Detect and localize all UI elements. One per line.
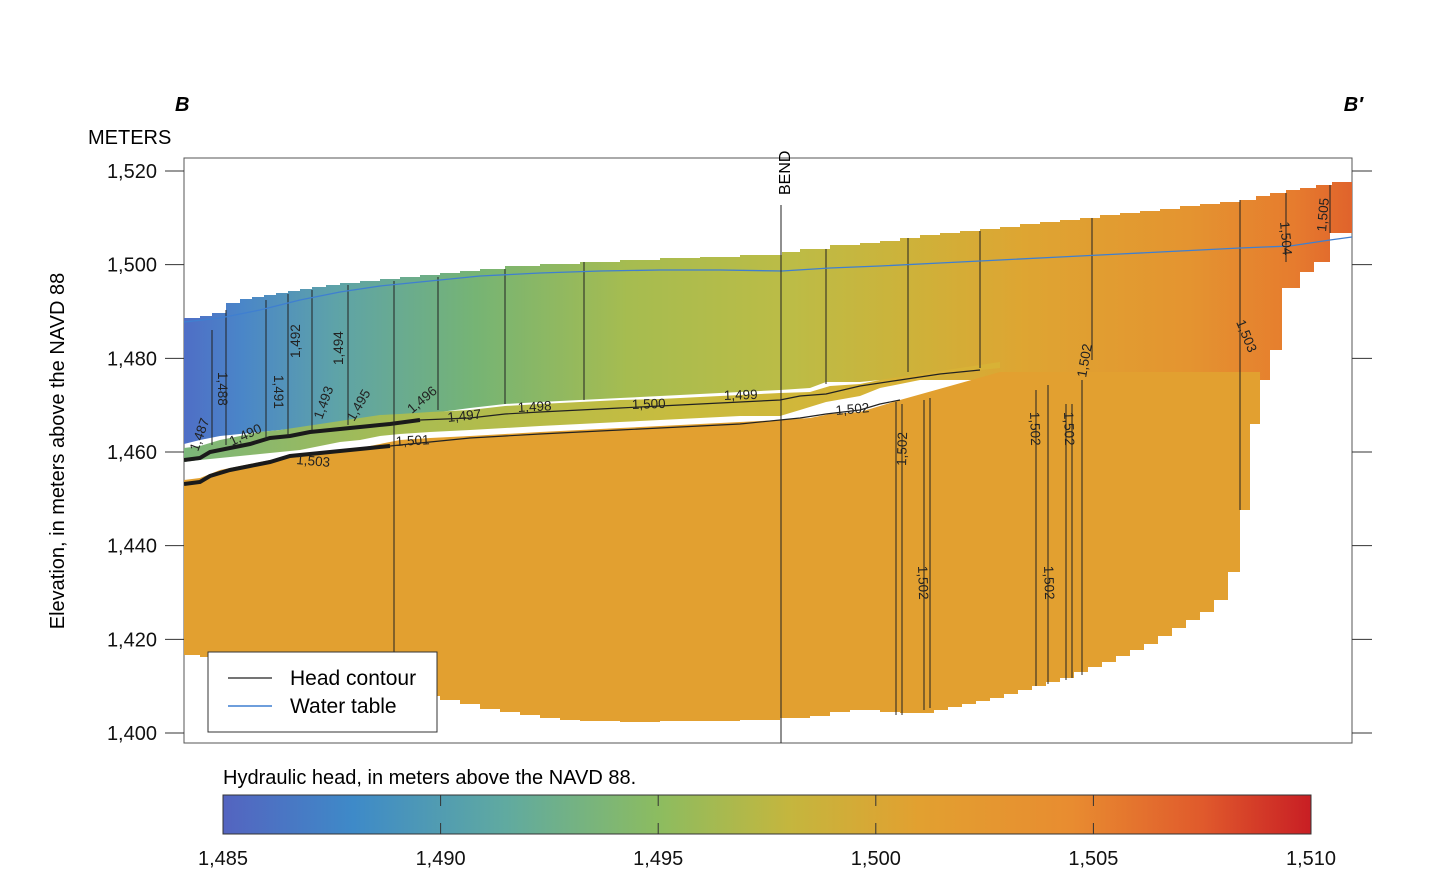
colorbar-title: Hydraulic head, in meters above the NAVD… (223, 767, 636, 789)
colorbar-tick-label: 1,510 (1286, 848, 1336, 870)
legend: Head contour Water table (207, 651, 438, 733)
contour-label: 1,497 (447, 407, 482, 425)
layer-boundary-thin-1 (419, 369, 981, 421)
contour-label: 1,502 (894, 432, 910, 466)
contour-label: 1,500 (632, 396, 666, 412)
head-contours (211, 185, 1331, 715)
bend-label: BEND (777, 151, 794, 195)
contour-label: 1,502 (1041, 566, 1057, 600)
contour-label: 1,491 (271, 375, 286, 409)
transition-layer (184, 362, 1000, 462)
contour-label: 1,488 (215, 372, 230, 406)
y-tick-label: 1,480 (107, 348, 157, 370)
legend-box (207, 651, 438, 733)
contour-label: 1,492 (288, 324, 303, 358)
colorbar-tick-label: 1,495 (633, 848, 683, 870)
colorbar-tick-label: 1,505 (1068, 848, 1118, 870)
model-body (184, 182, 1352, 743)
colorbar-tick-label: 1,490 (416, 848, 466, 870)
y-tick-label: 1,420 (107, 629, 157, 651)
y-tick-label: 1,440 (107, 536, 157, 558)
contour-label: 1,498 (517, 398, 552, 415)
contour-label: 1,502 (1061, 412, 1077, 446)
contour-label: 1,502 (915, 566, 931, 600)
legend-label-head-contour: Head contour (290, 667, 416, 690)
colorbar-tick-label: 1,500 (851, 848, 901, 870)
lower-layer (184, 372, 1260, 722)
y-tick-label: 1,460 (107, 442, 157, 464)
section-label-right: B′ (1344, 94, 1364, 116)
contour-label: 1,504 (1277, 221, 1295, 256)
section-label-left: B (175, 94, 189, 116)
water-table-line (184, 236, 1352, 323)
layer-boundary-thin-2 (389, 399, 901, 447)
contour-label: 1,503 (296, 452, 331, 470)
colorbar-tick-label: 1,485 (198, 848, 248, 870)
contour-label: 1,499 (724, 387, 758, 403)
contour-label: 1,505 (1314, 197, 1332, 232)
layer-boundary-lower (184, 444, 391, 486)
colorbar (222, 794, 1312, 835)
y-tick-label: 1,520 (107, 161, 157, 183)
layer-boundary-upper (184, 418, 421, 462)
y-unit-label: METERS (88, 127, 171, 149)
y-axis-label: Elevation, in meters above the NAVD 88 (47, 273, 69, 629)
colorbar-ticks: 1,485 1,490 1,495 1,500 1,505 1,510 (198, 795, 1336, 870)
y-tick-label: 1,500 (107, 255, 157, 277)
y-tick-label: 1,400 (107, 723, 157, 745)
contour-label: 1,502 (1027, 412, 1043, 446)
legend-label-water-table: Water table (290, 695, 397, 718)
contour-label: 1,501 (395, 432, 430, 449)
contour-label: 1,494 (331, 331, 346, 365)
contour-label: 1,502 (835, 400, 870, 418)
y-axis-ticks: 1,400 1,420 1,440 1,460 1,480 1,500 1,520 (107, 161, 1372, 745)
contour-label: 1,502 (1074, 343, 1095, 379)
